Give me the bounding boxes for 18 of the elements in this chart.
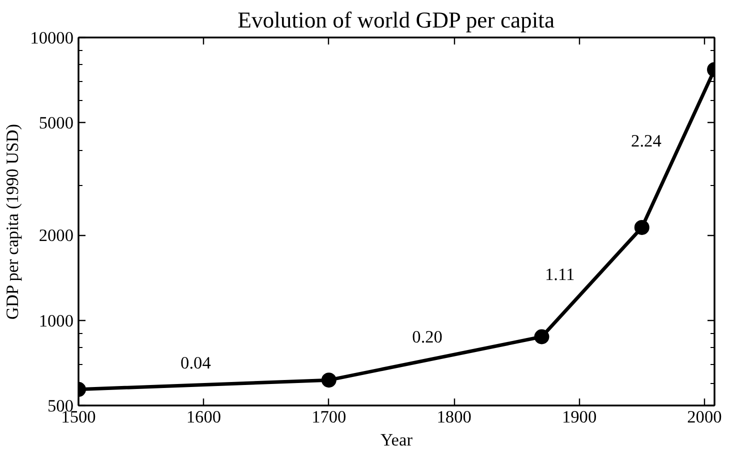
annotation: 2.24 (631, 132, 662, 151)
x-tick-label: 2000 (687, 408, 722, 426)
point (634, 220, 650, 235)
annotation: 0.20 (412, 327, 442, 346)
point (534, 329, 550, 344)
y-tick-label: 5000 (38, 114, 74, 133)
x-tick-label: 1800 (436, 408, 472, 426)
x-axis-title: Year (380, 430, 413, 450)
y-axis-title: GDP per capita (1990 USD) (3, 124, 22, 320)
x-tick-label: 1900 (562, 408, 597, 426)
x-tick-label: 1600 (186, 408, 222, 426)
chart-title: Evolution of world GDP per capita (238, 8, 555, 32)
y-tick-label: 2000 (38, 226, 74, 246)
x-tick-label: 1700 (312, 408, 346, 426)
y-tick-label: 1000 (38, 311, 74, 330)
annotation: 1.11 (544, 265, 575, 284)
y-tick-label: 10000 (30, 28, 74, 48)
annotation: 0.04 (180, 354, 212, 373)
